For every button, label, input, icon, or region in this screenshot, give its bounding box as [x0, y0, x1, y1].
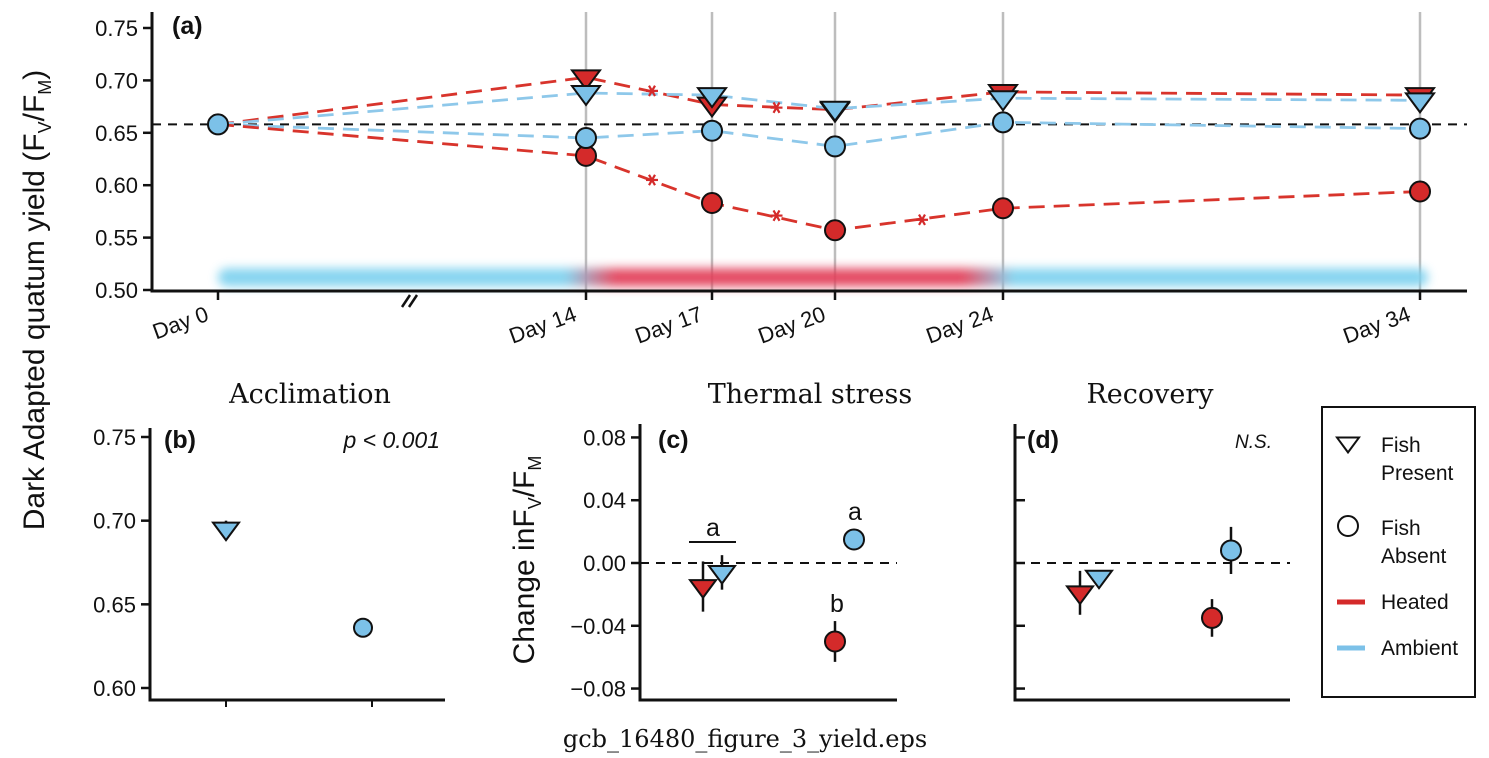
panel-c-significance-letter: a — [706, 514, 720, 542]
point-ambient-fish-present — [696, 87, 728, 109]
legend-triangle-icon — [1335, 436, 1361, 455]
point-heated-fish-absent — [824, 219, 846, 242]
panel-b-y-tick-label: 0.75 — [93, 425, 136, 450]
panel-d-title: Recovery — [1086, 379, 1214, 410]
svg-text:Dark Adapted quatum yield (FV/: Dark Adapted quatum yield (FV/FM) — [18, 70, 55, 531]
point-ambient-fish-present — [819, 100, 851, 123]
axis-break-mark — [400, 294, 419, 308]
panel-c-point-fish-present-heated — [688, 579, 718, 600]
panel-c-point-fish-present-ambient — [707, 564, 737, 586]
panel-d-label: (d) — [1027, 426, 1059, 454]
panel-b-point-fish-absent — [353, 617, 373, 638]
x-tick-label: Day 0 — [149, 301, 212, 344]
svg-text:Change inFV/FM: Change inFV/FM — [508, 456, 545, 665]
panel-c-point-fish-absent-heated — [824, 630, 846, 653]
panel-c-significance-letter: a — [848, 498, 862, 526]
series-line-heated-fish-present — [217, 75, 1421, 126]
panel-b-label: (b) — [164, 426, 196, 454]
phase-band — [218, 268, 1428, 287]
point-ambient-fish-absent — [1409, 117, 1431, 140]
panel-b-point-fish-present — [211, 521, 241, 542]
series-line-ambient-fish-absent — [217, 120, 1421, 148]
legend-item-fish-absent: Fish Absent — [1337, 515, 1447, 568]
treatment-phase-band — [218, 268, 1428, 287]
point-heated-fish-absent — [1409, 180, 1431, 203]
panel-d-point-fish-present-heated — [1065, 585, 1095, 606]
panel-b: Acclimation 0.60 0.65 0.70 0.75 (b) p < 0.0… — [93, 379, 445, 707]
panel-a-label: (a) — [172, 12, 203, 40]
legend-label: Present — [1381, 462, 1454, 485]
panel-d-point-fish-present-ambient — [1084, 569, 1114, 590]
panel-d: Recovery (d) N.S. — [1013, 379, 1290, 702]
panel-d-stat: N.S. — [1235, 432, 1272, 453]
y-tick-label: 0.55 — [95, 226, 138, 251]
x-tick-label: Day 24 — [923, 301, 997, 348]
legend-label: Absent — [1381, 545, 1447, 568]
legend-label: Fish — [1381, 434, 1421, 457]
panel-c-y-tick-label: 0.08 — [583, 425, 626, 450]
legend-item-heated: Heated — [1337, 591, 1449, 614]
legend-label: Heated — [1381, 591, 1449, 614]
panel-b-y-tick-label: 0.70 — [93, 509, 136, 534]
footer-filename: gcb_16480_figure_3_yield.eps — [563, 725, 927, 753]
panel-c-significance-letter: b — [830, 590, 844, 618]
point-ambient-fish-absent — [575, 127, 597, 150]
panel-c-title: Thermal stress — [708, 379, 913, 410]
series-line-ambient-fish-present — [217, 91, 1421, 126]
panel-c: Thermal stress Change inFV/FM 0.08 0.04 0.… — [508, 379, 912, 702]
x-tick-label: Day 34 — [1340, 301, 1414, 348]
point-ambient-fish-absent — [992, 111, 1014, 134]
panel-d-point-fish-absent-heated — [1201, 606, 1223, 629]
point-ambient-fish-present — [1404, 92, 1436, 114]
x-tick-label: Day 20 — [755, 301, 829, 348]
point-ambient-fish-absent — [701, 119, 723, 142]
legend: Fish Present Fish Absent Heated Ambient — [1321, 406, 1476, 698]
panel-c-point-fish-absent-ambient — [843, 528, 865, 551]
x-tick-label: Day 17 — [632, 301, 706, 348]
legend-label: Fish — [1381, 517, 1421, 540]
point-ambient-fish-absent — [207, 113, 229, 136]
legend-label: Ambient — [1381, 637, 1458, 660]
panel-b-y-tick-label: 0.65 — [93, 592, 136, 617]
panel-c-y-tick-label: −0.04 — [570, 614, 626, 639]
y-axis-label: Dark Adapted quatum yield (FV/FM) — [18, 70, 55, 531]
point-heated-fish-absent — [992, 197, 1014, 220]
panel-b-y-tick-label: 0.60 — [93, 676, 136, 701]
significance-asterisk — [916, 214, 928, 226]
y-tick-label: 0.75 — [95, 16, 138, 41]
point-ambient-fish-present — [570, 85, 602, 107]
significance-asterisk — [770, 101, 783, 114]
panel-c-y-tick-label: −0.08 — [570, 677, 626, 702]
significance-asterisk — [770, 209, 783, 222]
legend-item-fish-present: Fish Present — [1335, 434, 1454, 485]
series-line-heated-fish-absent — [217, 123, 1421, 232]
point-heated-fish-present — [570, 69, 602, 91]
panel-c-label: (c) — [658, 426, 689, 454]
y-tick-label: 0.50 — [95, 278, 138, 303]
panel-c-y-tick-label: 0.00 — [583, 551, 626, 576]
significance-asterisk — [646, 85, 658, 97]
point-ambient-fish-absent — [824, 135, 846, 158]
panel-c-y-tick-label: 0.04 — [583, 488, 626, 513]
y-tick-label: 0.60 — [95, 173, 138, 198]
x-tick-label: Day 14 — [506, 301, 580, 348]
panel-b-stat: p < 0.001 — [342, 427, 440, 453]
panel-d-point-fish-absent-ambient — [1220, 539, 1242, 562]
point-ambient-fish-present — [987, 90, 1019, 112]
legend-circle-icon — [1337, 515, 1359, 537]
panel-b-title: Acclimation — [228, 379, 391, 410]
point-heated-fish-absent — [701, 192, 723, 215]
significance-asterisk — [646, 174, 658, 186]
y-tick-label: 0.70 — [95, 68, 138, 93]
panel-c-y-axis-label: Change inFV/FM — [508, 456, 545, 665]
y-tick-label: 0.65 — [95, 121, 138, 146]
legend-item-ambient: Ambient — [1337, 637, 1458, 660]
